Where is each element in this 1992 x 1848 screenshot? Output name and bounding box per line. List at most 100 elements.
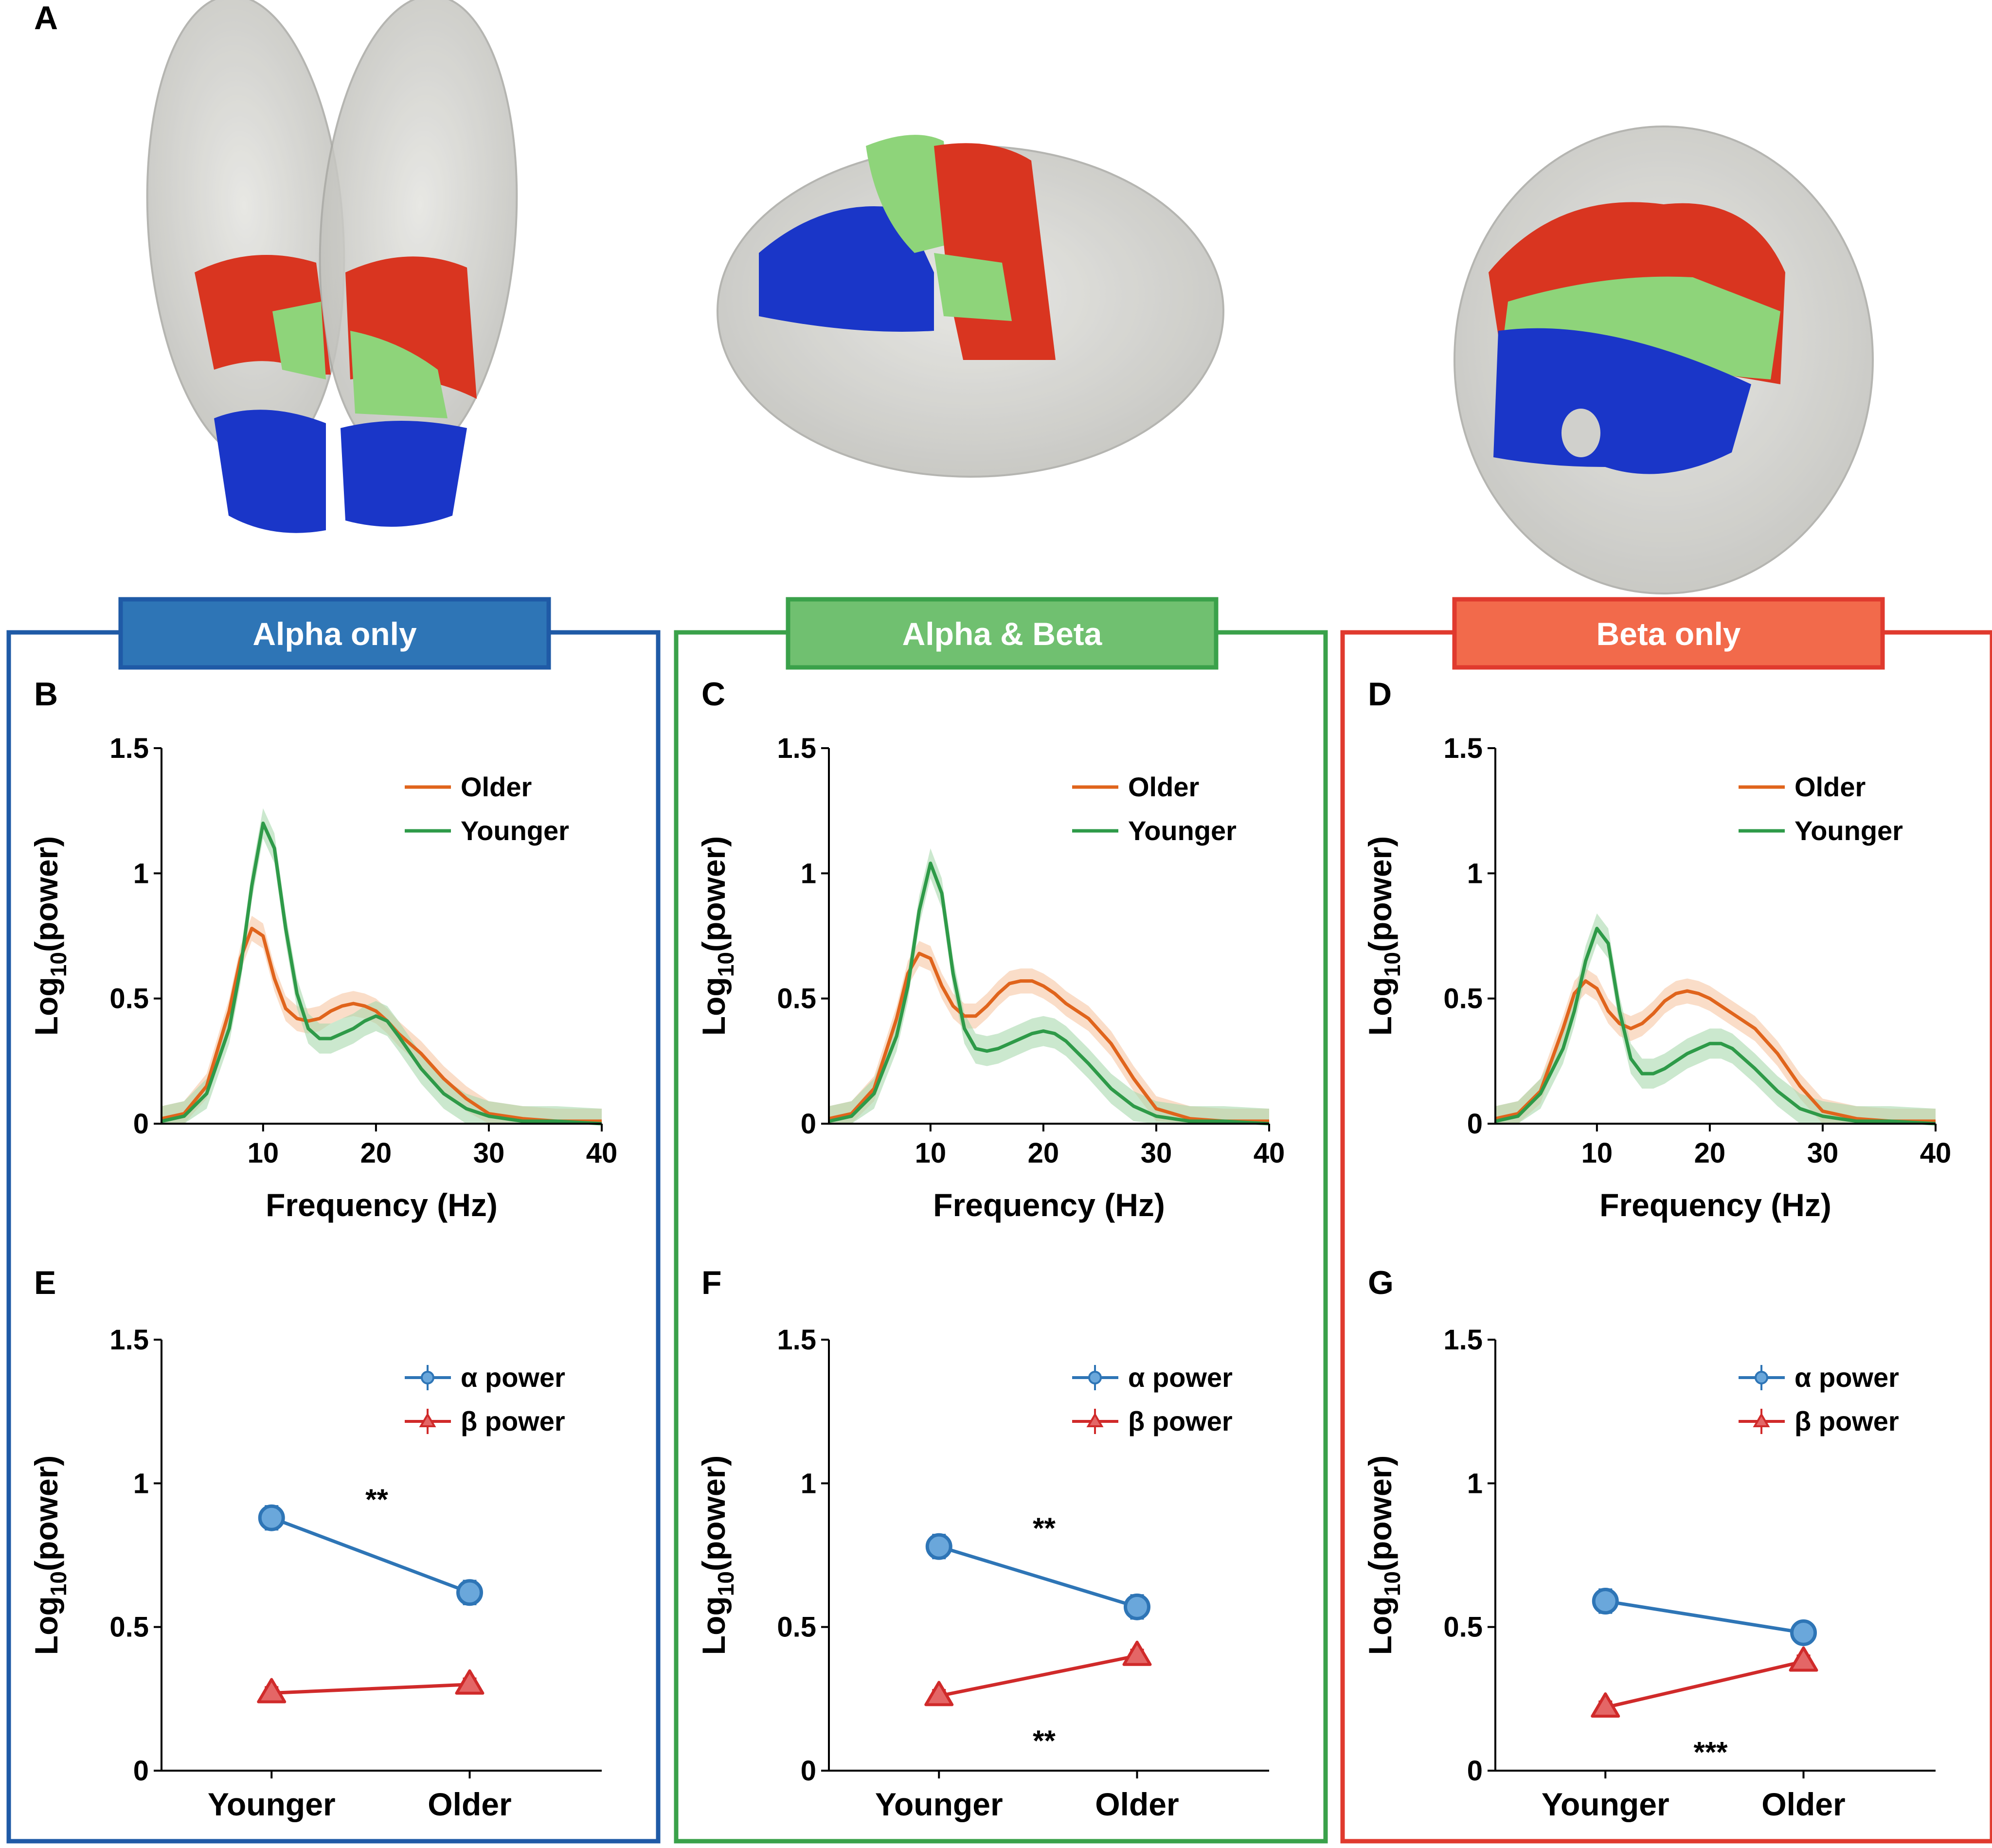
group-title: Alpha only (252, 616, 417, 652)
y-label-base: Log (1362, 977, 1398, 1036)
beta-power-line (938, 1654, 1138, 1698)
y-axis-label: Log10(power) (696, 836, 738, 1036)
x-tick-label: 20 (1028, 1137, 1059, 1169)
y-label-base: Log (28, 977, 64, 1036)
x-tick-label: 20 (360, 1137, 392, 1169)
legend-older-label: Older (461, 771, 532, 802)
y-tick-label: 0 (1467, 1755, 1483, 1787)
y-label-base: Log (696, 1596, 732, 1655)
x-category-label: Older (428, 1786, 511, 1822)
beta-power-point (1789, 1646, 1818, 1672)
alpha-power-line (1605, 1599, 1804, 1634)
y-axis-label: Log10(power) (1362, 1455, 1405, 1655)
alpha-power-point (1592, 1588, 1619, 1615)
y-tick-label: 0 (133, 1755, 149, 1787)
x-category-label: Older (1095, 1786, 1179, 1822)
y-tick-label: 0.5 (777, 983, 816, 1015)
y-tick-label: 0 (133, 1108, 149, 1140)
x-category-label: Younger (208, 1786, 336, 1822)
y-axis-label: Log10(power) (28, 1455, 71, 1655)
legend-beta-label: β power (1795, 1406, 1899, 1436)
legend-beta-marker (1753, 1413, 1770, 1427)
beta-power-line (1605, 1660, 1804, 1709)
group-box (6, 630, 661, 1844)
legend-alpha-marker (1088, 1371, 1102, 1384)
legend-alpha-marker (421, 1371, 434, 1384)
alpha-power-point (1124, 1593, 1150, 1620)
beta-power-point (455, 1669, 485, 1695)
x-category-label: Older (1761, 1786, 1845, 1822)
y-label-sub: 10 (46, 1571, 71, 1596)
alpha-power-point (925, 1533, 952, 1560)
legend-younger-label: Younger (1795, 815, 1903, 846)
y-label-rest: (power) (1362, 836, 1398, 952)
legend-beta-marker (419, 1413, 436, 1427)
beta-power-point (1591, 1692, 1620, 1718)
y-label-base: Log (696, 977, 732, 1036)
y-axis-label: Log10(power) (696, 1455, 738, 1655)
beta-power-point (257, 1678, 287, 1704)
y-tick-label: 0.5 (1443, 1612, 1483, 1643)
legend-alpha-label: α power (461, 1362, 565, 1393)
y-axis-label: Log10(power) (28, 836, 71, 1036)
x-tick-label: 40 (586, 1137, 618, 1169)
legend-beta-label: β power (1128, 1406, 1233, 1436)
alpha-power-line (271, 1516, 470, 1595)
older-spectrum-line (1495, 979, 1936, 1123)
beta-power-point (1122, 1640, 1152, 1666)
y-tick-label: 1 (1467, 1468, 1483, 1499)
group-2: Alpha & Beta (674, 597, 1328, 1844)
y-tick-label: 1.5 (777, 1324, 816, 1356)
y-label-base: Log (28, 1596, 64, 1655)
x-tick-label: 20 (1694, 1137, 1726, 1169)
younger-sem-band (162, 808, 602, 1124)
group-title: Beta only (1596, 616, 1741, 652)
panel-label-e: E (34, 1264, 56, 1301)
y-tick-label: 0.5 (109, 983, 149, 1015)
legend-older-label: Older (1128, 771, 1199, 802)
x-axis-label: Frequency (Hz) (933, 1187, 1165, 1223)
panel-label-b: B (34, 676, 58, 713)
younger-sem-band (1495, 913, 1936, 1124)
legend-alpha-marker (1755, 1371, 1768, 1384)
y-label-sub: 10 (713, 1571, 738, 1596)
y-tick-label: 1.5 (777, 733, 816, 764)
y-tick-label: 1 (801, 1468, 816, 1499)
legend-beta-marker (1086, 1413, 1104, 1427)
y-label-rest: (power) (28, 1455, 64, 1571)
x-tick-label: 30 (1807, 1137, 1839, 1169)
x-tick-label: 30 (473, 1137, 505, 1169)
group-header (1452, 597, 1885, 670)
significance-annotation: ** (1033, 1724, 1056, 1757)
y-label-rest: (power) (28, 836, 64, 952)
brain-side-view-image (717, 135, 1224, 478)
x-axis-label: Frequency (Hz) (1599, 1187, 1831, 1223)
x-tick-label: 10 (915, 1137, 947, 1169)
legend-older-label: Older (1795, 771, 1866, 802)
legend-beta-label: β power (461, 1406, 565, 1436)
panel-label-a: A (34, 0, 58, 36)
y-label-sub: 10 (46, 952, 71, 977)
group-box (1340, 630, 1992, 1844)
power-chart-F: F 0 0.5 1 1.5 Younger Older Log10(power) ** ** α p… (696, 1264, 1269, 1822)
group-box (674, 630, 1328, 1844)
x-category-label: Younger (875, 1786, 1003, 1822)
y-tick-label: 0.5 (777, 1612, 816, 1643)
alpha-power-point (456, 1579, 483, 1606)
x-tick-label: 30 (1141, 1137, 1172, 1169)
alpha-power-point (258, 1504, 285, 1531)
x-tick-label: 10 (1581, 1137, 1613, 1169)
y-label-base: Log (1362, 1596, 1398, 1655)
group-1: Alpha only (6, 597, 661, 1844)
y-tick-label: 1.5 (1443, 733, 1483, 764)
older-sem-band (829, 941, 1269, 1124)
significance-annotation: *** (1693, 1736, 1728, 1769)
y-tick-label: 0 (801, 1755, 816, 1787)
alpha-power-line (938, 1544, 1138, 1609)
panel-label-d: D (1368, 676, 1392, 713)
y-tick-label: 1 (1467, 858, 1483, 889)
group-3: Beta only (1340, 597, 1992, 1844)
brain-back-view-image (1454, 126, 1874, 594)
